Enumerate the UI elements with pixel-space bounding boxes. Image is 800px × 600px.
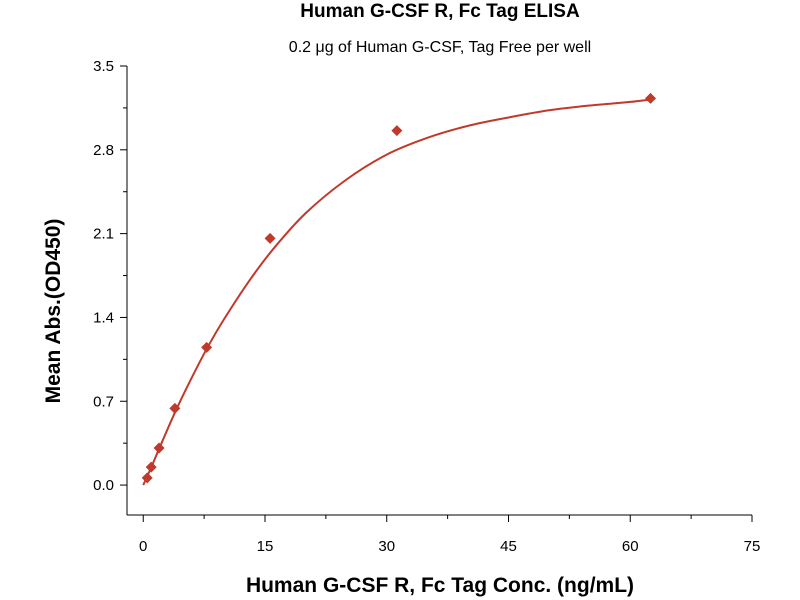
x-axis-label: Human G-CSF R, Fc Tag Conc. (ng/mL) xyxy=(246,574,634,597)
y-tick-label: 0.0 xyxy=(93,477,114,494)
data-point xyxy=(264,232,276,244)
y-tick-label: 2.8 xyxy=(93,142,114,159)
x-tick-label: 45 xyxy=(500,538,517,555)
y-tick-label: 2.1 xyxy=(93,226,114,243)
data-point xyxy=(141,472,153,484)
fit-curve-group xyxy=(142,98,651,486)
data-point xyxy=(145,461,157,473)
x-tick-label: 0 xyxy=(139,538,147,555)
x-tick-label: 15 xyxy=(257,538,274,555)
data-point xyxy=(169,402,181,414)
data-point xyxy=(153,442,165,454)
y-tick-label: 0.7 xyxy=(93,393,114,410)
x-tick-label: 60 xyxy=(622,538,639,555)
axes xyxy=(126,66,752,516)
data-point xyxy=(391,125,403,137)
x-tick-label: 75 xyxy=(744,538,761,555)
chart-title: Human G-CSF R, Fc Tag ELISA xyxy=(300,1,580,22)
y-tick-label: 1.4 xyxy=(93,309,114,326)
data-point xyxy=(201,341,213,353)
data-points xyxy=(141,92,657,484)
x-tick-label: 30 xyxy=(378,538,395,555)
fit-curve xyxy=(142,98,651,486)
chart-subtitle: 0.2 μg of Human G-CSF, Tag Free per well xyxy=(289,39,591,56)
data-point xyxy=(645,92,657,104)
y-axis-label: Mean Abs.(OD450) xyxy=(42,219,65,404)
y-tick-label: 3.5 xyxy=(93,58,114,75)
ticks: 0.0 0.7 1.4 2.1 2.8 3.5 0 15 30 45 60 75 xyxy=(93,58,760,555)
